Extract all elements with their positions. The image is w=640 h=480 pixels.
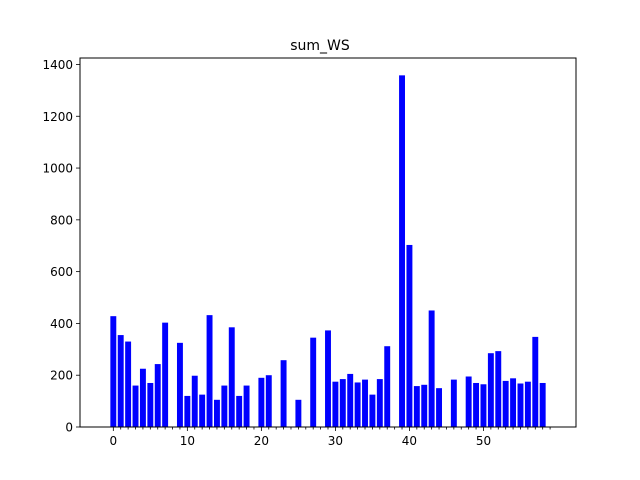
y-tick-label-600: 600 — [50, 265, 73, 279]
bar-53 — [502, 380, 509, 427]
bar-3 — [132, 385, 139, 427]
bar-42 — [421, 384, 428, 427]
bar-21 — [265, 375, 272, 427]
bar-18 — [243, 385, 250, 427]
y-tick-label-1000: 1000 — [42, 162, 73, 176]
bar-7 — [162, 322, 169, 427]
bar-9 — [176, 342, 183, 427]
bar-11 — [191, 375, 198, 427]
bar-55 — [517, 383, 524, 427]
y-tick-label-0: 0 — [65, 421, 73, 435]
bar-13 — [206, 315, 213, 427]
x-tick-label-0: 0 — [109, 434, 117, 448]
x-tick-label-40: 40 — [402, 434, 417, 448]
x-tick-label-30: 30 — [328, 434, 343, 448]
bar-30 — [332, 381, 339, 427]
bar-48 — [465, 376, 472, 427]
bar-12 — [199, 394, 206, 427]
bar-17 — [236, 395, 243, 427]
bar-40 — [406, 244, 413, 427]
bar-52 — [495, 351, 502, 427]
bar-37 — [384, 346, 391, 427]
bar-44 — [436, 388, 443, 427]
bar-15 — [221, 385, 228, 427]
bar-2 — [125, 341, 132, 427]
bar-58 — [539, 382, 546, 427]
bar-51 — [487, 353, 494, 427]
bar-36 — [376, 379, 383, 427]
bar-0 — [110, 316, 117, 427]
bar-4 — [139, 368, 146, 427]
bar-31 — [339, 379, 346, 427]
y-tick-label-800: 800 — [50, 213, 73, 227]
x-tick-label-10: 10 — [180, 434, 195, 448]
bar-54 — [510, 378, 517, 427]
x-tick-label-50: 50 — [476, 434, 491, 448]
bar-25 — [295, 399, 302, 427]
bar-1 — [117, 335, 124, 427]
y-tick-label-200: 200 — [50, 369, 73, 383]
bar-35 — [369, 394, 376, 427]
bar-39 — [399, 75, 405, 427]
x-tick-label-20: 20 — [254, 434, 269, 448]
bar-29 — [325, 330, 331, 427]
bar-50 — [480, 384, 487, 427]
bar-20 — [258, 377, 265, 427]
bar-16 — [228, 327, 235, 427]
bars-layer — [110, 75, 546, 427]
bar-5 — [147, 382, 154, 427]
bar-14 — [213, 399, 220, 427]
bar-57 — [532, 336, 539, 427]
bar-34 — [362, 379, 368, 427]
bar-33 — [354, 382, 361, 427]
bar-23 — [280, 360, 287, 427]
y-axis: 0 200 400 600 800 1000 1200 1400 — [42, 58, 80, 435]
bar-43 — [428, 310, 435, 427]
bar-56 — [524, 381, 531, 427]
chart-title: sum_WS — [290, 38, 350, 54]
bar-41 — [413, 386, 420, 427]
bar-49 — [473, 382, 480, 427]
plot-frame — [79, 57, 577, 428]
y-tick-label-400: 400 — [50, 317, 73, 331]
y-tick-label-1400: 1400 — [42, 58, 73, 72]
bar-6 — [154, 364, 161, 427]
x-axis: 0 10 20 30 40 50 — [109, 427, 551, 448]
bar-10 — [184, 395, 191, 427]
y-tick-label-1200: 1200 — [42, 110, 73, 124]
bar-46 — [450, 379, 457, 427]
bar-32 — [347, 373, 354, 427]
bar-27 — [310, 337, 317, 427]
